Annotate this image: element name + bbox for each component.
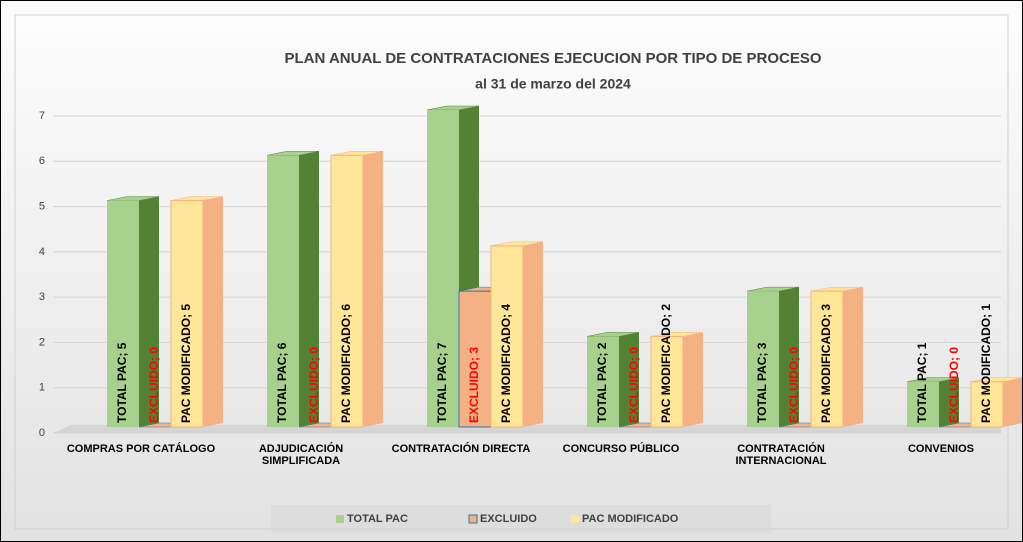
y-tick-label: 2	[39, 336, 45, 348]
bar	[266, 151, 320, 428]
y-tick-label: 3	[39, 291, 45, 303]
bar-front	[747, 291, 779, 427]
x-tick-label: CONTRATACIÓN INTERNACIONAL	[735, 443, 827, 467]
x-tick-label: CONTRATACIÓN DIRECTA	[391, 443, 531, 455]
data-label: TOTAL PAC; 1	[915, 342, 929, 423]
bar-front	[330, 154, 364, 428]
bar-front	[490, 245, 524, 428]
data-label: PAC MODIFICADO; 5	[179, 304, 193, 423]
bar	[330, 151, 384, 428]
bar	[490, 241, 544, 428]
data-label: TOTAL PAC; 5	[115, 342, 129, 423]
y-tick-label: 6	[39, 155, 45, 167]
bar-side	[939, 377, 959, 427]
y-tick-label: 0	[39, 427, 45, 439]
bar-front	[650, 335, 684, 428]
y-tick-label: 4	[39, 246, 45, 258]
legend-swatch	[571, 515, 579, 523]
bar-front	[107, 200, 139, 427]
data-label: PAC MODIFICADO; 3	[819, 304, 833, 423]
bar	[650, 332, 704, 428]
legend-label: PAC MODIFICADO	[582, 513, 679, 525]
bar-side	[779, 287, 799, 427]
bar-side	[203, 196, 223, 427]
chart-title: PLAN ANUAL DE CONTRATACIONES EJECUCION P…	[285, 50, 822, 67]
legend-label: EXCLUIDO	[480, 513, 537, 525]
x-tick-label: CONCURSO PÚBLICO	[562, 443, 680, 455]
data-label: EXCLUIDO; 0	[307, 347, 321, 423]
data-label: TOTAL PAC; 7	[435, 342, 449, 423]
chart-subtitle: al 31 de marzo del 2024	[475, 76, 631, 92]
bar-side	[363, 151, 383, 428]
data-label: PAC MODIFICADO; 1	[979, 304, 993, 423]
data-label: PAC MODIFICADO; 2	[659, 304, 673, 423]
bar	[106, 196, 160, 427]
legend-swatch	[468, 514, 478, 524]
data-label: EXCLUIDO; 0	[787, 347, 801, 423]
bar	[970, 377, 1022, 428]
bar-side	[843, 287, 863, 427]
bar-side	[139, 196, 159, 427]
legend-swatch	[336, 515, 344, 523]
x-tick-label: CONVENIOS	[907, 443, 974, 455]
data-label: EXCLUIDO; 0	[947, 347, 961, 423]
data-label: TOTAL PAC; 3	[755, 342, 769, 423]
data-label: TOTAL PAC; 2	[595, 342, 609, 423]
bar-front	[427, 110, 459, 427]
bar-front	[810, 290, 844, 428]
bar-front	[970, 381, 1004, 428]
bar	[586, 332, 640, 427]
bar-side	[523, 241, 543, 427]
bar-front	[170, 200, 204, 428]
x-tick-label: ADJUDICACIÓN SIMPLIFICADA	[258, 443, 344, 467]
legend-label: TOTAL PAC	[347, 513, 408, 525]
data-label: PAC MODIFICADO; 4	[499, 304, 513, 423]
bar-front	[587, 336, 619, 427]
bar-front	[907, 381, 939, 427]
bar	[906, 377, 960, 427]
bar-side	[1003, 377, 1022, 427]
data-label: TOTAL PAC; 6	[275, 342, 289, 423]
bar	[170, 196, 224, 428]
legend-box	[271, 505, 771, 533]
data-label: EXCLUIDO; 3	[467, 347, 481, 423]
bar	[810, 286, 864, 428]
bar-side	[299, 151, 319, 428]
y-tick-label: 7	[39, 110, 45, 122]
y-tick-label: 5	[39, 200, 45, 212]
bar-front	[458, 290, 492, 428]
x-tick-label: COMPRAS POR CATÁLOGO	[66, 443, 216, 455]
bar-front	[267, 155, 299, 428]
data-label: EXCLUIDO; 0	[147, 347, 161, 423]
data-label: EXCLUIDO; 0	[627, 347, 641, 423]
data-label: PAC MODIFICADO; 6	[339, 304, 353, 423]
bar-side	[619, 332, 639, 427]
y-tick-label: 1	[39, 382, 45, 394]
bar	[746, 286, 800, 427]
bar-side	[683, 332, 703, 427]
